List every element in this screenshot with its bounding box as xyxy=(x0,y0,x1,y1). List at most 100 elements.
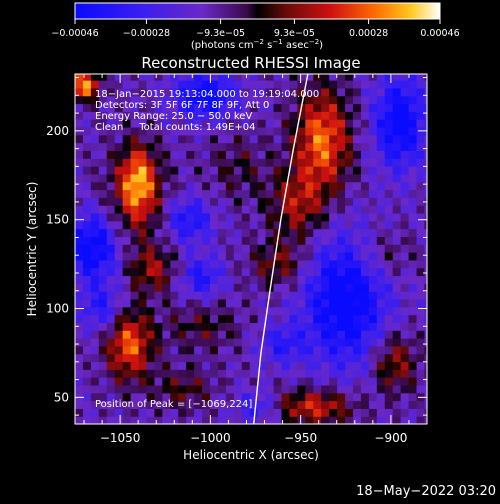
heatmap-cell xyxy=(98,267,108,277)
heatmap-cell xyxy=(82,142,92,151)
heatmap-cell xyxy=(75,353,84,363)
heatmap-cell xyxy=(146,173,156,183)
heatmap-cell xyxy=(90,181,100,191)
heatmap-cell xyxy=(289,150,298,159)
heatmap-cell xyxy=(138,291,148,300)
heatmap-cell xyxy=(360,87,370,97)
heatmap-cell xyxy=(424,150,427,159)
heatmap-cell xyxy=(210,298,219,308)
heatmap-cell xyxy=(400,87,410,97)
heatmap-cell xyxy=(90,322,100,331)
heatmap-cell xyxy=(162,103,171,112)
heatmap-cell xyxy=(345,345,354,355)
heatmap-cell xyxy=(376,87,386,97)
heatmap-cell xyxy=(337,400,346,409)
heatmap-cell xyxy=(75,212,84,222)
heatmap-cell xyxy=(122,259,132,269)
solar-limb-line xyxy=(253,74,309,424)
heatmap-cell xyxy=(82,353,92,363)
heatmap-cell xyxy=(289,384,298,394)
heatmap-cell xyxy=(82,392,92,402)
heatmap-cell xyxy=(321,369,330,378)
heatmap-cell xyxy=(297,259,306,269)
heatmap-cell xyxy=(392,158,402,167)
heatmap-cell xyxy=(130,267,140,277)
heatmap-cell xyxy=(384,392,394,402)
heatmap-cell xyxy=(154,259,163,269)
heatmap-cell xyxy=(392,228,402,237)
heatmap-cell xyxy=(210,119,219,128)
heatmap-cell xyxy=(273,353,283,363)
heatmap-cell xyxy=(289,314,298,323)
heatmap-cell xyxy=(217,252,227,261)
heatmap-cell xyxy=(368,298,378,308)
heatmap-cell xyxy=(98,306,108,316)
heatmap-cell xyxy=(313,173,322,183)
heatmap-cell xyxy=(146,384,156,394)
heatmap-cell xyxy=(130,400,140,409)
heatmap-cell xyxy=(400,95,410,105)
heatmap-cell xyxy=(98,212,108,222)
heatmap-cell xyxy=(257,392,267,402)
heatmap-cell xyxy=(249,173,259,183)
heatmap-cell xyxy=(217,345,227,355)
heatmap-cell xyxy=(146,291,156,300)
heatmap-cell xyxy=(146,205,156,214)
heatmap-cell xyxy=(305,314,314,323)
heatmap-cell xyxy=(345,228,354,237)
heatmap-cell xyxy=(257,259,267,269)
heatmap-cell xyxy=(289,322,298,331)
heatmap-cell xyxy=(75,173,84,183)
heatmap-cell xyxy=(257,361,267,370)
heatmap-cell xyxy=(249,228,259,237)
heatmap-cell xyxy=(75,369,84,378)
heatmap-cell xyxy=(154,111,163,120)
heatmap-cell xyxy=(400,298,410,308)
heatmap-cell xyxy=(416,283,426,292)
heatmap-cell xyxy=(162,189,171,198)
heatmap-cell xyxy=(416,173,426,183)
heatmap-cell xyxy=(233,95,243,105)
heatmap-cell xyxy=(281,228,291,237)
heatmap-cell xyxy=(376,298,386,308)
heatmap-cell xyxy=(281,384,291,394)
heatmap-cell xyxy=(360,306,370,316)
heatmap-cell xyxy=(249,205,259,214)
heatmap-cell xyxy=(329,322,338,331)
heatmap-cell xyxy=(289,158,298,167)
heatmap-cell xyxy=(321,126,330,136)
heatmap-cell xyxy=(90,408,100,417)
heatmap-cell xyxy=(281,252,291,261)
heatmap-cell xyxy=(122,119,132,128)
heatmap-cell xyxy=(408,197,418,206)
heatmap-cell xyxy=(114,142,124,151)
heatmap-cell xyxy=(297,74,306,81)
heatmap-cell xyxy=(75,205,84,214)
heatmap-cell xyxy=(75,361,84,370)
heatmap-cell xyxy=(289,228,298,237)
heatmap-cell xyxy=(360,228,370,237)
heatmap-cell xyxy=(114,306,124,316)
heatmap-cell xyxy=(138,142,148,151)
heatmap-cell xyxy=(257,322,267,331)
heatmap-cell xyxy=(305,228,314,237)
heatmap-cell xyxy=(241,306,251,316)
heatmap-cell xyxy=(241,244,251,253)
heatmap-cell xyxy=(352,189,362,198)
heatmap-cell xyxy=(337,306,346,316)
heatmap-cell xyxy=(138,126,148,136)
heatmap-cell xyxy=(178,392,187,402)
heatmap-cell xyxy=(337,142,346,151)
heatmap-cell xyxy=(345,80,354,89)
heatmap-cell xyxy=(408,205,418,214)
heatmap-cell xyxy=(138,189,148,198)
heatmap-cell xyxy=(408,353,418,363)
heatmap-cell xyxy=(82,158,92,167)
heatmap-cell xyxy=(146,126,156,136)
heatmap-cell xyxy=(75,416,84,424)
heatmap-cell xyxy=(321,220,330,230)
heatmap-cell xyxy=(416,220,426,230)
heatmap-cell xyxy=(368,392,378,402)
heatmap-cell xyxy=(202,306,211,316)
heatmap-cell xyxy=(368,197,378,206)
